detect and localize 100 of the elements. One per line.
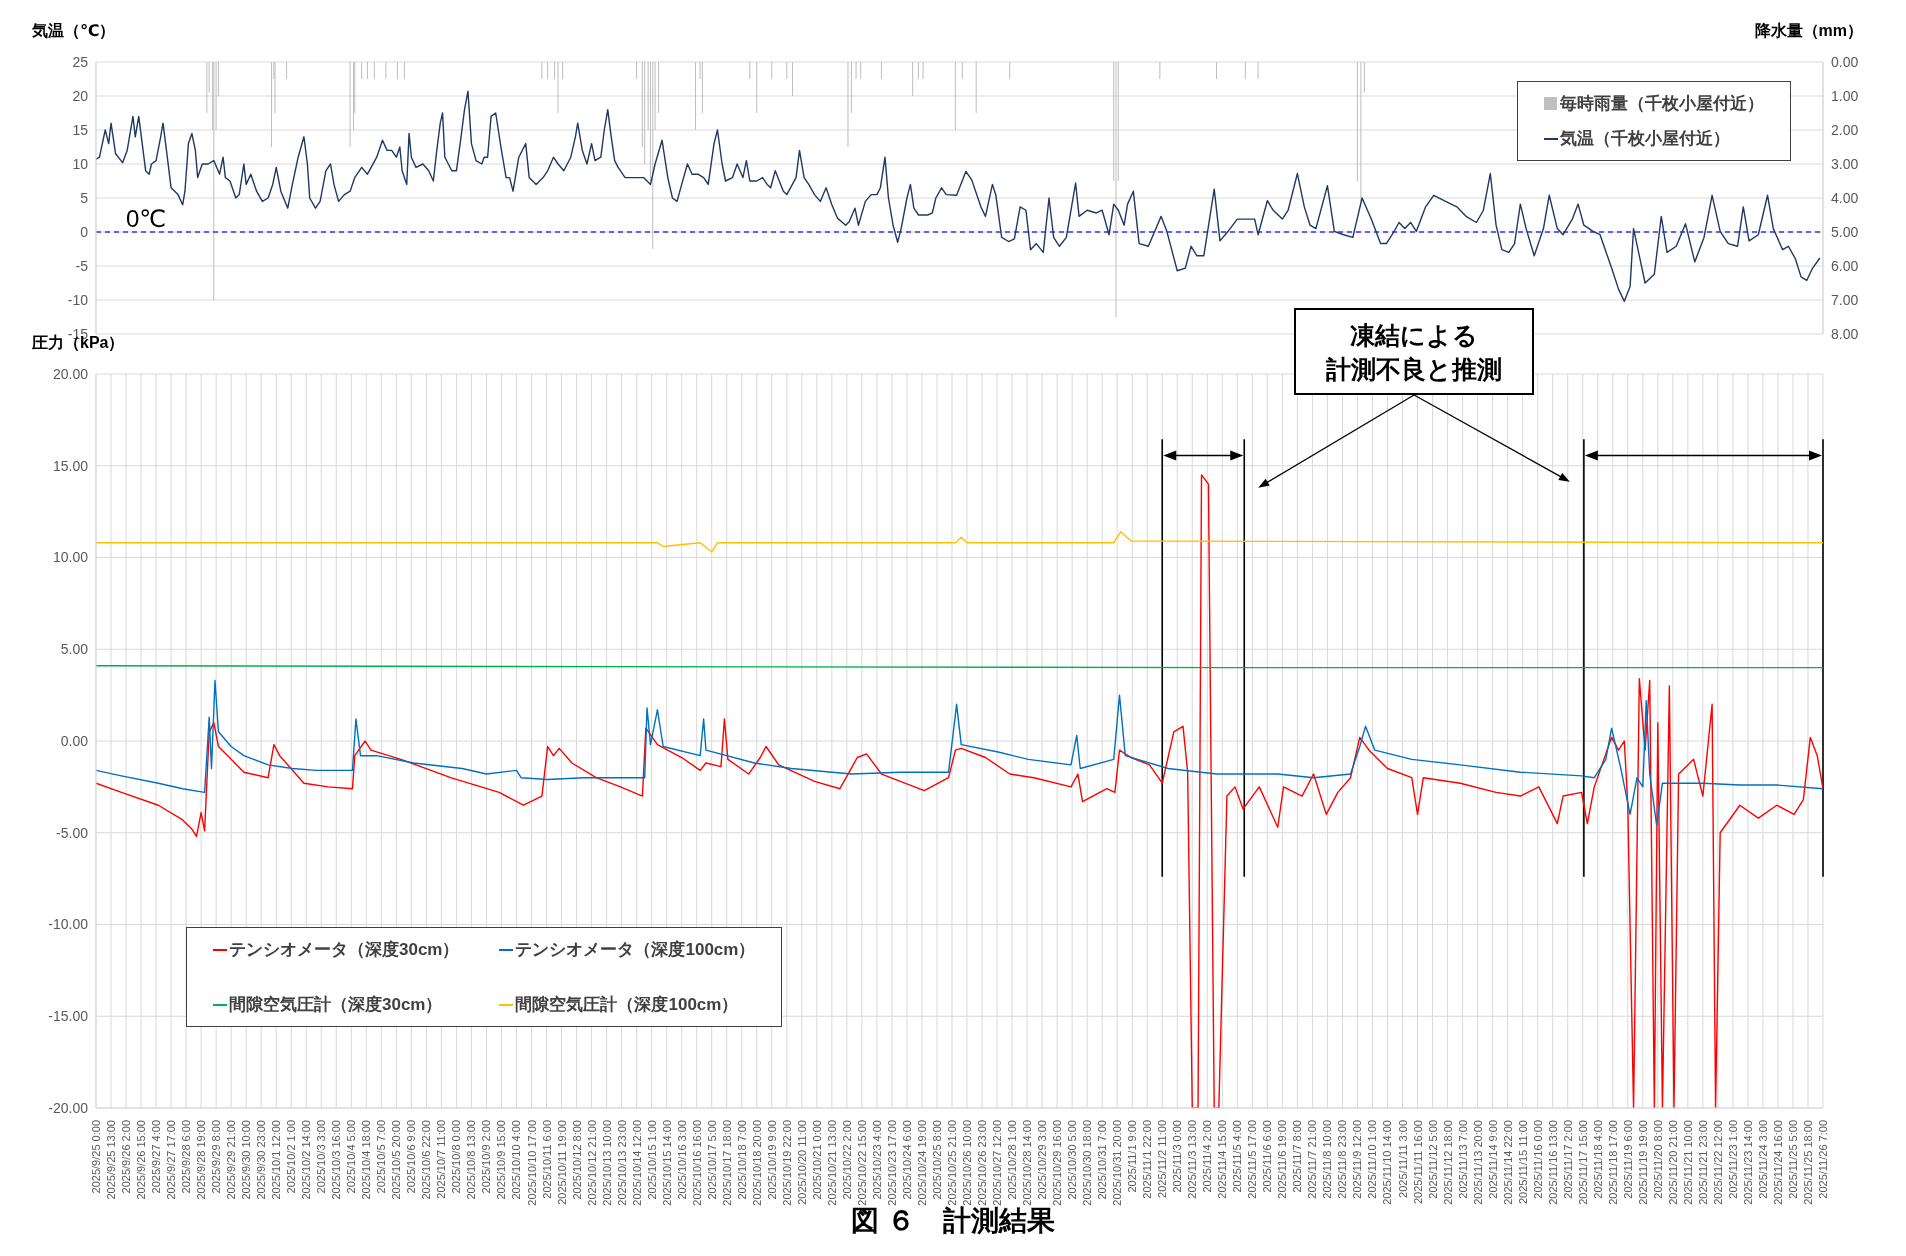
x-tick-label: 2025/10/10 4:00 — [510, 1120, 523, 1200]
x-tick-label: 2025/9/29 8:00 — [210, 1120, 223, 1194]
x-tick-label: 2025/10/25 21:00 — [945, 1120, 958, 1206]
x-tick-label: 2025/11/1 9:00 — [1126, 1120, 1139, 1193]
x-tick-label: 2025/10/18 20:00 — [750, 1120, 763, 1206]
x-tick-label: 2025/10/31 20:00 — [1111, 1120, 1124, 1206]
x-tick-label: 2025/10/24 19:00 — [915, 1120, 928, 1206]
x-tick-label: 2025/10/15 14:00 — [660, 1120, 673, 1206]
x-tick-label: 2025/11/24 3:00 — [1756, 1120, 1769, 1199]
x-tick-label: 2025/11/21 23:00 — [1696, 1120, 1709, 1205]
x-tick-label: 2025/10/30 18:00 — [1081, 1120, 1094, 1206]
x-tick-label: 2025/10/5 7:00 — [375, 1120, 388, 1194]
x-tick-label: 2025/11/19 6:00 — [1621, 1120, 1634, 1199]
x-tick-label: 2025/11/7 8:00 — [1291, 1120, 1304, 1193]
y-tick-label: -10 — [67, 291, 89, 308]
x-tick-label: 2025/10/17 18:00 — [720, 1120, 733, 1206]
x-tick-label: 2025/9/29 21:00 — [225, 1120, 238, 1200]
x-tick-label: 2025/11/3 0:00 — [1171, 1120, 1184, 1193]
x-tick-label: 2025/11/18 17:00 — [1606, 1120, 1619, 1205]
x-tick-label: 2025/10/6 9:00 — [405, 1120, 418, 1194]
x-tick-label: 2025/11/12 18:00 — [1441, 1120, 1454, 1205]
y2-tick-label: 3.00 — [1831, 155, 1859, 172]
x-tick-label: 2025/11/15 11:00 — [1516, 1120, 1529, 1205]
x-tick-label: 2025/9/28 19:00 — [195, 1120, 208, 1200]
x-tick-label: 2025/10/3 16:00 — [330, 1120, 343, 1200]
x-tick-label: 2025/10/21 0:00 — [810, 1120, 823, 1200]
y-tick-label: 10 — [72, 155, 89, 172]
x-tick-label: 2025/9/27 4:00 — [150, 1120, 163, 1194]
y-tick-label: 20.00 — [52, 365, 89, 382]
x-tick-label: 2025/11/12 5:00 — [1426, 1120, 1439, 1199]
x-tick-label: 2025/11/4 15:00 — [1216, 1120, 1229, 1199]
x-tick-label: 2025/11/21 10:00 — [1681, 1120, 1694, 1205]
x-tick-label: 2025/11/9 12:00 — [1351, 1120, 1364, 1199]
x-tick-label: 2025/10/18 7:00 — [735, 1120, 748, 1200]
x-tick-label: 2025/10/14 12:00 — [630, 1120, 643, 1206]
x-tick-label: 2025/10/1 12:00 — [270, 1120, 283, 1200]
x-tick-label: 2025/10/19 9:00 — [765, 1120, 778, 1200]
x-tick-label: 2025/9/27 17:00 — [165, 1120, 178, 1200]
x-tick-label: 2025/10/12 8:00 — [570, 1120, 583, 1200]
x-tick-label: 2025/9/25 0:00 — [90, 1120, 102, 1194]
x-tick-label: 2025/10/17 5:00 — [705, 1120, 718, 1200]
x-tick-label: 2025/10/16 3:00 — [675, 1120, 688, 1200]
x-tick-label: 2025/9/30 23:00 — [255, 1120, 268, 1200]
y2-axis-title: 降水量（mm） — [1754, 21, 1863, 41]
x-tick-label: 2025/10/4 5:00 — [345, 1120, 358, 1194]
y2-tick-label: 4.00 — [1831, 189, 1859, 206]
x-tick-label: 2025/11/6 6:00 — [1261, 1120, 1274, 1193]
y2-tick-label: 1.00 — [1831, 87, 1859, 104]
x-tick-label: 2025/11/1 22:00 — [1141, 1120, 1154, 1199]
x-tick-label: 2025/10/26 10:00 — [961, 1120, 974, 1206]
y2-tick-label: 2.00 — [1831, 121, 1859, 138]
y-tick-label: -5.00 — [56, 824, 89, 841]
y-tick-label: 20 — [72, 87, 89, 104]
x-tick-label: 2025/11/25 5:00 — [1786, 1120, 1799, 1199]
x-tick-label: 2025/11/17 15:00 — [1576, 1120, 1589, 1205]
x-tick-label: 2025/10/24 6:00 — [900, 1120, 913, 1200]
x-tick-label: 2025/10/9 2:00 — [480, 1120, 493, 1194]
y-tick-label: 0 — [80, 223, 89, 240]
x-tick-label: 2025/10/8 0:00 — [450, 1120, 463, 1194]
y2-tick-label: 8.00 — [1831, 325, 1859, 342]
x-tick-label: 2025/11/8 23:00 — [1336, 1120, 1349, 1199]
legend-label: 毎時雨量（千枚小屋付近） — [1560, 93, 1764, 115]
annotation: 凍結による — [1350, 319, 1479, 351]
x-tick-label: 2025/11/14 9:00 — [1486, 1120, 1499, 1199]
x-tick-label: 2025/10/22 2:00 — [840, 1120, 853, 1200]
x-tick-label: 2025/10/10 17:00 — [525, 1120, 538, 1206]
y-axis-title: 気温（℃） — [32, 21, 116, 41]
x-tick-label: 2025/11/11 3:00 — [1396, 1120, 1409, 1198]
x-tick-label: 2025/10/31 7:00 — [1096, 1120, 1109, 1200]
x-tick-label: 2025/11/16 13:00 — [1546, 1120, 1559, 1205]
x-tick-label: 2025/10/8 13:00 — [465, 1120, 478, 1200]
x-tick-label: 2025/11/25 18:00 — [1801, 1120, 1814, 1205]
x-tick-label: 2025/10/19 22:00 — [780, 1120, 793, 1206]
legend-label: 間隙空気圧計（深度100cm） — [515, 994, 739, 1016]
legend-label: 間隙空気圧計（深度30cm） — [229, 994, 443, 1016]
x-tick-label: 2025/10/26 23:00 — [976, 1120, 989, 1206]
legend-label: テンシオメータ（深度30cm） — [229, 939, 460, 961]
x-tick-label: 2025/10/28 14:00 — [1021, 1120, 1034, 1206]
y-tick-label: 5.00 — [60, 641, 89, 658]
x-tick-label: 2025/11/14 22:00 — [1501, 1120, 1514, 1205]
x-tick-label: 2025/11/18 4:00 — [1591, 1120, 1604, 1199]
y-tick-label: -10.00 — [48, 916, 89, 933]
x-tick-label: 2025/10/20 11:00 — [795, 1120, 808, 1205]
y-tick-label: -20.00 — [48, 1099, 89, 1116]
x-tick-label: 2025/9/26 2:00 — [120, 1120, 133, 1194]
x-tick-label: 2025/10/5 20:00 — [390, 1120, 403, 1200]
x-tick-label: 2025/10/12 21:00 — [585, 1120, 598, 1206]
x-tick-label: 2025/10/9 15:00 — [495, 1120, 508, 1200]
x-tick-label: 2025/11/6 19:00 — [1276, 1120, 1289, 1199]
x-tick-label: 2025/10/29 16:00 — [1051, 1120, 1064, 1206]
x-tick-label: 2025/11/8 10:00 — [1321, 1120, 1334, 1199]
x-tick-label: 2025/11/17 2:00 — [1561, 1120, 1574, 1199]
x-tick-label: 2025/9/25 13:00 — [105, 1120, 118, 1200]
ref-line-label: 0℃ — [126, 205, 167, 232]
x-tick-label: 2025/10/4 18:00 — [360, 1120, 373, 1200]
y2-tick-label: 5.00 — [1831, 223, 1859, 240]
x-tick-label: 2025/11/24 16:00 — [1771, 1120, 1784, 1205]
y-tick-label: 15 — [72, 121, 89, 138]
y2-tick-label: 0.00 — [1831, 53, 1859, 70]
legend-label: 気温（千枚小屋付近） — [1560, 128, 1730, 150]
